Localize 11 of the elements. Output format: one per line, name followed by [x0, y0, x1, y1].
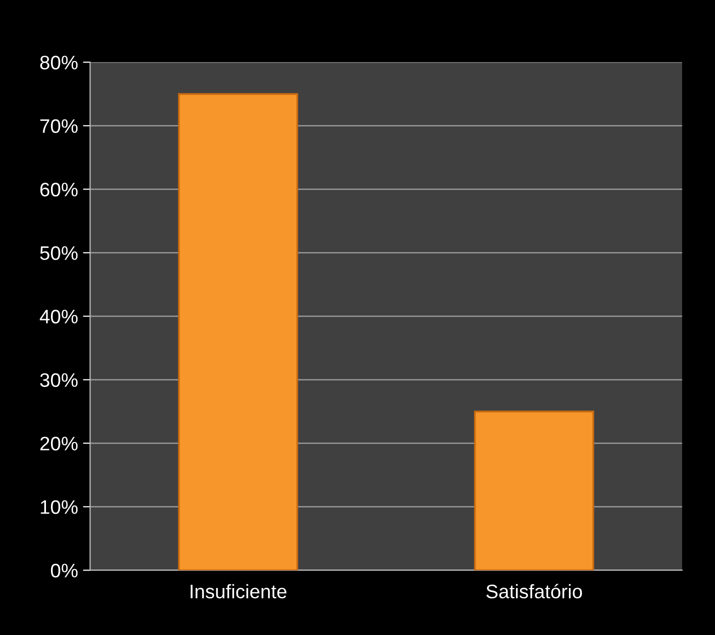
y-tick-label: 20% [40, 436, 78, 450]
y-tick-label: 60% [40, 182, 78, 196]
y-tick-label: 0% [50, 564, 78, 578]
y-tick-label: 40% [40, 310, 78, 324]
x-tick-label: Insuficiente [190, 584, 286, 598]
y-tick-label: 70% [40, 119, 78, 133]
y-tick-label: 30% [40, 373, 78, 387]
y-tick-label: 10% [40, 500, 78, 514]
y-tick-label: 80% [40, 56, 78, 70]
x-tick-label: Satisfatório [486, 584, 582, 598]
y-tick-label: 50% [40, 246, 78, 260]
